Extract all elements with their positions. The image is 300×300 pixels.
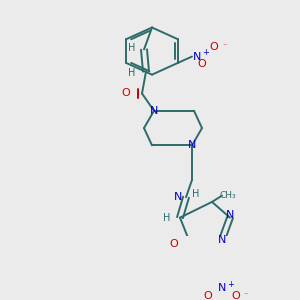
- Text: O: O: [232, 291, 240, 300]
- Text: H: H: [128, 43, 136, 53]
- Text: O: O: [210, 42, 218, 52]
- Text: +: +: [202, 48, 209, 57]
- Text: N: N: [174, 192, 182, 202]
- Text: O: O: [169, 239, 178, 249]
- Text: N: N: [218, 284, 226, 293]
- Text: N: N: [193, 52, 201, 61]
- Text: +: +: [228, 280, 234, 289]
- Text: ⁻: ⁻: [223, 41, 227, 50]
- Text: O: O: [122, 88, 130, 98]
- Text: N: N: [218, 235, 226, 244]
- Text: O: O: [198, 59, 206, 69]
- Text: H: H: [163, 213, 171, 223]
- Text: O: O: [204, 291, 212, 300]
- Text: N: N: [226, 210, 234, 220]
- Text: ⁻: ⁻: [244, 290, 248, 299]
- Text: H: H: [192, 189, 200, 199]
- Text: N: N: [188, 140, 196, 150]
- Text: CH₃: CH₃: [220, 191, 236, 200]
- Text: H: H: [128, 68, 136, 78]
- Text: N: N: [150, 106, 158, 116]
